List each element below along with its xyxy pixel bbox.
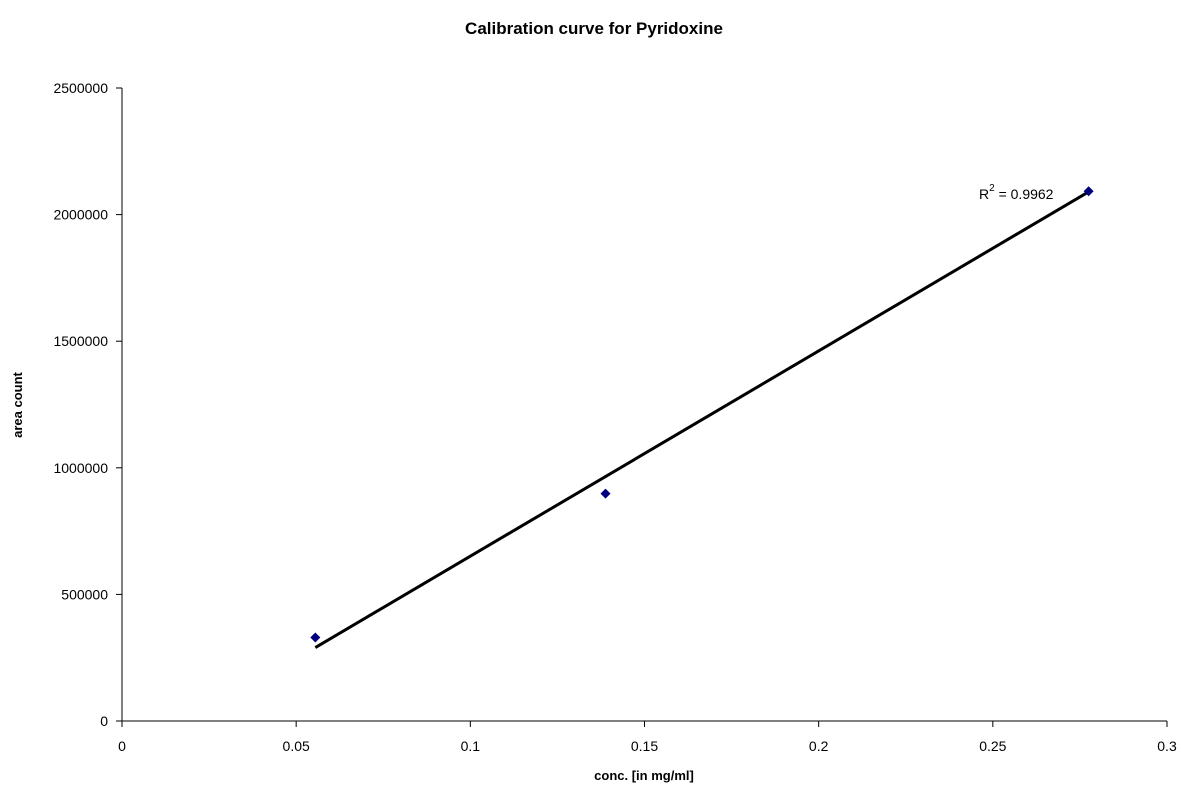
data-point — [600, 488, 611, 499]
data-points — [310, 186, 1094, 643]
x-axis-ticks: 0 0.05 0.1 0.15 0.2 0.25 0.3 — [118, 721, 1177, 754]
x-tick-label: 0 — [118, 738, 126, 754]
y-axis-label: area count — [10, 371, 25, 437]
x-tick-label: 0.3 — [1157, 738, 1177, 754]
r-superscript: 2 — [989, 183, 995, 194]
y-axis-ticks: 0 500000 1000000 1500000 2000000 2500000 — [53, 80, 122, 729]
x-tick-label: 0.15 — [631, 738, 658, 754]
r-squared-annotation: R2 = 0.9962 — [979, 183, 1054, 202]
chart-title: Calibration curve for Pyridoxine — [465, 19, 723, 38]
y-tick-label: 2500000 — [53, 80, 108, 96]
r-base: R — [979, 186, 989, 202]
y-tick-label: 2000000 — [53, 207, 108, 223]
y-tick-label: 500000 — [61, 586, 108, 602]
data-point — [310, 632, 321, 643]
y-tick-label: 0 — [100, 713, 108, 729]
data-point — [1083, 186, 1094, 197]
x-tick-label: 0.25 — [979, 738, 1006, 754]
y-tick-label: 1500000 — [53, 333, 108, 349]
y-tick-label: 1000000 — [53, 460, 108, 476]
x-axis-label: conc. [in mg/ml] — [594, 768, 694, 783]
r-value: = 0.9962 — [995, 186, 1054, 202]
trendline — [314, 190, 1090, 649]
x-tick-label: 0.2 — [809, 738, 829, 754]
x-tick-label: 0.1 — [461, 738, 481, 754]
x-tick-label: 0.05 — [283, 738, 310, 754]
